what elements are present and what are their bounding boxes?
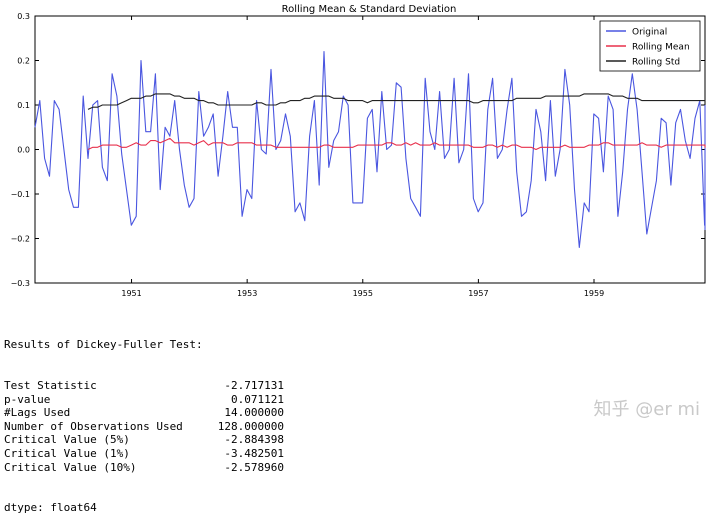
x-tick-label: 1957 <box>468 289 488 298</box>
results-row: Test Statistic -2.717131 <box>4 379 284 393</box>
y-tick-label: 0.1 <box>17 101 30 110</box>
series-rolling-mean-line <box>87 137 706 151</box>
series-layer <box>34 51 706 248</box>
results-row-label: Number of Observations Used <box>4 419 183 433</box>
results-row-label: Critical Value (10%) <box>4 460 137 474</box>
results-row-label: Critical Value (1%) <box>4 446 130 460</box>
results-row-value: 14.000000 <box>224 406 284 420</box>
results-row: Critical Value (5%) -2.884398 <box>4 433 284 447</box>
x-tick-label: 1951 <box>121 289 141 298</box>
results-row-label: Test Statistic <box>4 378 97 392</box>
x-tick-label: 1953 <box>237 289 257 298</box>
y-tick-label: 0.0 <box>17 146 30 155</box>
results-row-value: -2.884398 <box>224 433 284 447</box>
x-tick-label: 1955 <box>353 289 373 298</box>
y-axis: 0.3 0.2 0.1 0.0 −0.1 −0.2 −0.3 <box>11 12 705 288</box>
results-row: Critical Value (1%) -3.482501 <box>4 447 284 461</box>
results-row: Number of Observations Used 128.000000 <box>4 420 284 434</box>
results-row-label: #Lags Used <box>4 406 71 420</box>
rolling-stats-chart: Rolling Mean & Standard Deviation 0.3 0.2… <box>11 4 706 298</box>
y-tick-label: −0.3 <box>11 279 30 288</box>
series-rolling-std-line <box>87 93 706 110</box>
results-row: p-value 0.071121 <box>4 393 284 407</box>
legend-label: Rolling Mean <box>632 43 690 53</box>
results-rows: Test Statistic -2.717131 p-value 0.071121 #L… <box>4 379 284 474</box>
y-tick-label: 0.3 <box>17 12 30 21</box>
results-dtype: dtype: float64 <box>4 501 97 515</box>
results-row: #Lags Used 14.000000 <box>4 406 284 420</box>
results-row-label: p-value <box>4 392 51 406</box>
y-tick-label: −0.1 <box>11 190 30 199</box>
y-tick-label: −0.2 <box>11 235 30 244</box>
series-original-line <box>34 51 706 248</box>
chart-title: Rolling Mean & Standard Deviation <box>282 4 457 15</box>
results-heading: Results of Dickey-Fuller Test: <box>4 338 203 352</box>
dickey-fuller-results: Results of Dickey-Fuller Test: Test Stat… <box>4 311 284 529</box>
results-row: Critical Value (10%) -2.578960 <box>4 461 284 475</box>
results-row-value: 0.071121 <box>231 392 284 406</box>
results-row-value: 128.000000 <box>217 419 284 433</box>
legend-label: Rolling Std <box>632 58 680 68</box>
results-row-label: Critical Value (5%) <box>4 433 130 447</box>
legend: Original Rolling Mean Rolling Std <box>599 20 701 72</box>
x-tick-label: 1959 <box>584 289 604 298</box>
results-row-value: -2.717131 <box>224 378 284 392</box>
legend-label: Original <box>632 28 667 38</box>
watermark: 知乎 @er mi <box>593 399 700 420</box>
y-tick-label: 0.2 <box>17 57 30 66</box>
x-axis: 1951 1953 1955 1957 1959 <box>121 16 604 298</box>
results-row-value: -3.482501 <box>224 446 284 460</box>
results-row-value: -2.578960 <box>224 460 284 474</box>
